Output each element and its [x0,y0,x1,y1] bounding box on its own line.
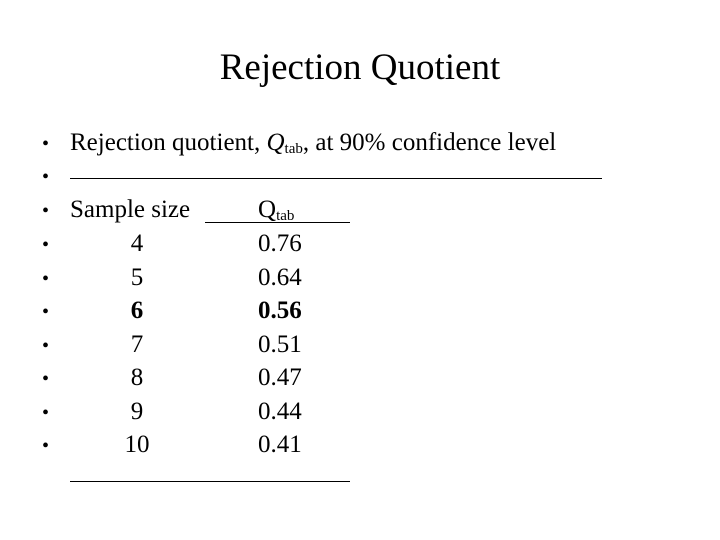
bullet: • [42,234,50,256]
header-underline [205,222,350,223]
intro-text: Rejection quotient, [70,129,267,156]
q-value: 0.64 [258,263,302,291]
sample-size: 9 [130,397,144,425]
separator-line [70,178,602,179]
bullet: • [42,166,50,188]
header-size: Sample size [70,196,191,223]
q-subscript: tab [276,208,295,224]
sample-size: 5 [130,263,144,291]
bullet: • [42,267,50,290]
intro-text: , at 90% confidence level [302,129,557,156]
slide-title: Rejection Quotient [219,47,501,88]
bullet: • [42,133,50,155]
sample-size: 8 [130,364,144,391]
intro-line: Rejection quotient, Qtab, at 90% confide… [70,128,556,164]
q-value: 0.76 [258,230,302,257]
sample-size: 7 [130,330,144,358]
q-value: 0.56 [258,297,302,324]
q-value: 0.44 [258,397,302,425]
q-symbol: Q [266,129,285,156]
header-q: Qtab [258,195,294,231]
sample-size: 10 [124,431,150,458]
bullet: • [42,401,50,424]
q-symbol: Q [258,196,277,223]
bullet: • [42,301,50,323]
q-value: 0.41 [258,431,302,458]
bullet: • [42,368,50,390]
q-subscript: tab [284,141,303,157]
q-value: 0.51 [258,330,302,358]
q-value: 0.47 [258,364,302,391]
bullet: • [42,200,50,222]
table-bottom-line [70,481,350,482]
bullet: • [42,334,50,357]
sample-size: 4 [130,230,144,257]
bullet: • [42,435,50,457]
sample-size: 6 [130,297,144,324]
